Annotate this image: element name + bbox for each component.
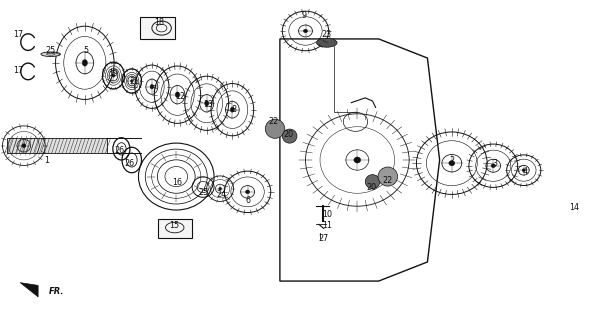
Text: 19: 19 xyxy=(108,69,119,78)
Text: 18: 18 xyxy=(154,19,164,28)
Text: 27: 27 xyxy=(319,234,329,243)
Ellipse shape xyxy=(22,144,26,148)
Ellipse shape xyxy=(205,101,209,106)
Text: 5: 5 xyxy=(84,45,89,55)
Ellipse shape xyxy=(491,164,496,168)
Text: 22: 22 xyxy=(382,176,393,185)
Ellipse shape xyxy=(316,38,337,47)
Text: 20: 20 xyxy=(366,183,376,192)
Ellipse shape xyxy=(112,74,115,77)
Text: 11: 11 xyxy=(323,221,332,230)
Text: 8: 8 xyxy=(231,105,236,114)
Ellipse shape xyxy=(150,84,154,89)
Bar xyxy=(158,219,191,238)
Text: 23: 23 xyxy=(322,30,332,39)
Text: 26: 26 xyxy=(125,159,135,168)
Ellipse shape xyxy=(175,92,180,97)
Ellipse shape xyxy=(282,129,297,143)
Text: 9: 9 xyxy=(302,11,307,20)
Text: 4: 4 xyxy=(522,167,527,176)
Text: 26: 26 xyxy=(114,146,125,155)
Text: 16: 16 xyxy=(172,178,183,187)
Text: 17: 17 xyxy=(13,66,23,75)
Ellipse shape xyxy=(304,29,307,33)
Text: 21: 21 xyxy=(130,77,140,86)
Ellipse shape xyxy=(449,161,455,166)
Polygon shape xyxy=(7,138,108,153)
Ellipse shape xyxy=(522,169,525,172)
Text: 14: 14 xyxy=(569,203,579,212)
Ellipse shape xyxy=(82,60,87,66)
Ellipse shape xyxy=(230,107,235,112)
Text: 3: 3 xyxy=(492,159,497,168)
Ellipse shape xyxy=(365,175,380,189)
Text: 1: 1 xyxy=(44,156,49,164)
Text: 22: 22 xyxy=(269,117,279,126)
Ellipse shape xyxy=(41,52,60,56)
Ellipse shape xyxy=(378,167,398,186)
Text: 2: 2 xyxy=(449,156,455,164)
Text: 13: 13 xyxy=(203,100,213,109)
Text: 20: 20 xyxy=(284,130,293,139)
Ellipse shape xyxy=(265,119,285,138)
Ellipse shape xyxy=(354,157,360,163)
Text: 12: 12 xyxy=(175,92,186,101)
Text: 15: 15 xyxy=(169,221,180,230)
Text: 17: 17 xyxy=(13,30,23,39)
Polygon shape xyxy=(20,283,38,297)
Text: 25: 25 xyxy=(46,45,56,55)
Bar xyxy=(140,17,175,39)
Text: 7: 7 xyxy=(152,85,157,94)
Ellipse shape xyxy=(246,190,250,194)
Text: 6: 6 xyxy=(245,196,250,205)
Text: 25: 25 xyxy=(198,188,208,197)
Text: FR.: FR. xyxy=(49,287,64,296)
Text: 10: 10 xyxy=(323,210,332,219)
Text: 24: 24 xyxy=(216,190,227,199)
Ellipse shape xyxy=(131,80,133,83)
Ellipse shape xyxy=(219,187,222,190)
